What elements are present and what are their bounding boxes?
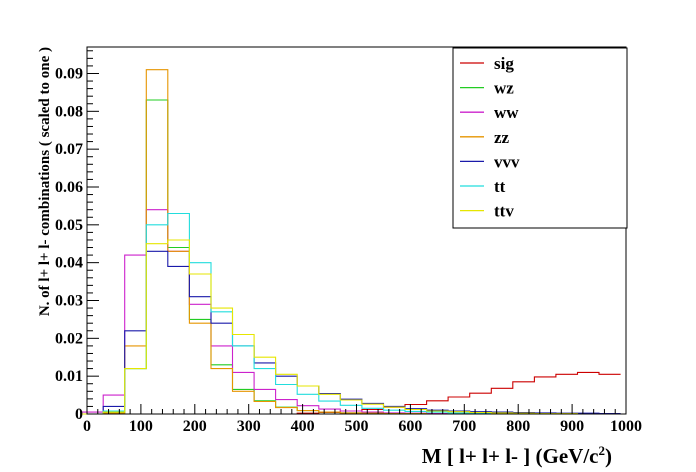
y-tick-label: 0.09 bbox=[55, 65, 83, 82]
y-axis-title: N. of l+ l+ l- combinations ( scaled to … bbox=[37, 47, 53, 316]
x-axis-title-superscript: 2 bbox=[599, 443, 606, 458]
y-tick-label: 0.08 bbox=[55, 103, 83, 120]
y-tick-label: 0.07 bbox=[55, 141, 83, 158]
y-tick-label: 0.02 bbox=[55, 330, 83, 347]
legend-label-zz: zz bbox=[494, 128, 510, 147]
y-tick-label: 0.04 bbox=[55, 255, 83, 272]
series-line-ttv bbox=[81, 239, 621, 415]
x-tick-label: 200 bbox=[183, 418, 207, 435]
y-tick-label: 0.06 bbox=[55, 179, 83, 196]
x-tick-label: 500 bbox=[345, 418, 369, 435]
y-tick-label: 0 bbox=[75, 406, 83, 423]
x-tick-label: 900 bbox=[560, 418, 584, 435]
legend-label-wz: wz bbox=[494, 79, 514, 98]
legend-label-vvv: vvv bbox=[494, 152, 520, 171]
y-tick-label: 0.03 bbox=[55, 292, 83, 309]
y-tick-label: 0.05 bbox=[55, 217, 83, 234]
legend-label-ww: ww bbox=[494, 103, 519, 122]
x-tick-label: 700 bbox=[452, 418, 476, 435]
x-axis: 0 100 200 300 400 500 600 700 800 900 1000 bbox=[83, 404, 642, 435]
legend-label-sig: sig bbox=[494, 54, 514, 73]
x-tick-label: 600 bbox=[398, 418, 422, 435]
x-tick-label: 300 bbox=[237, 418, 261, 435]
series-layer bbox=[81, 69, 621, 415]
y-tick-label: 0.01 bbox=[55, 368, 83, 385]
x-tick-label: 800 bbox=[506, 418, 530, 435]
x-tick-label: 1000 bbox=[610, 418, 642, 435]
x-tick-label: 400 bbox=[291, 418, 315, 435]
legend-box bbox=[452, 47, 628, 229]
y-axis: 0 0.01 0.02 0.03 0.04 0.05 0.06 0.07 0.08 0.09 bbox=[55, 50, 99, 423]
legend-label-ttv: ttv bbox=[494, 202, 514, 221]
x-axis-title-close: ) bbox=[605, 444, 612, 468]
x-axis-title: M [ l+ l+ l- ] (GeV/c2) bbox=[422, 443, 612, 468]
legend: sig wz ww zz vvv tt ttv bbox=[452, 47, 628, 229]
x-tick-label: 0 bbox=[83, 418, 91, 435]
x-axis-title-main: M [ l+ l+ l- ] (GeV/c bbox=[422, 444, 599, 468]
legend-label-tt: tt bbox=[494, 177, 506, 196]
x-tick-label: 100 bbox=[129, 418, 153, 435]
